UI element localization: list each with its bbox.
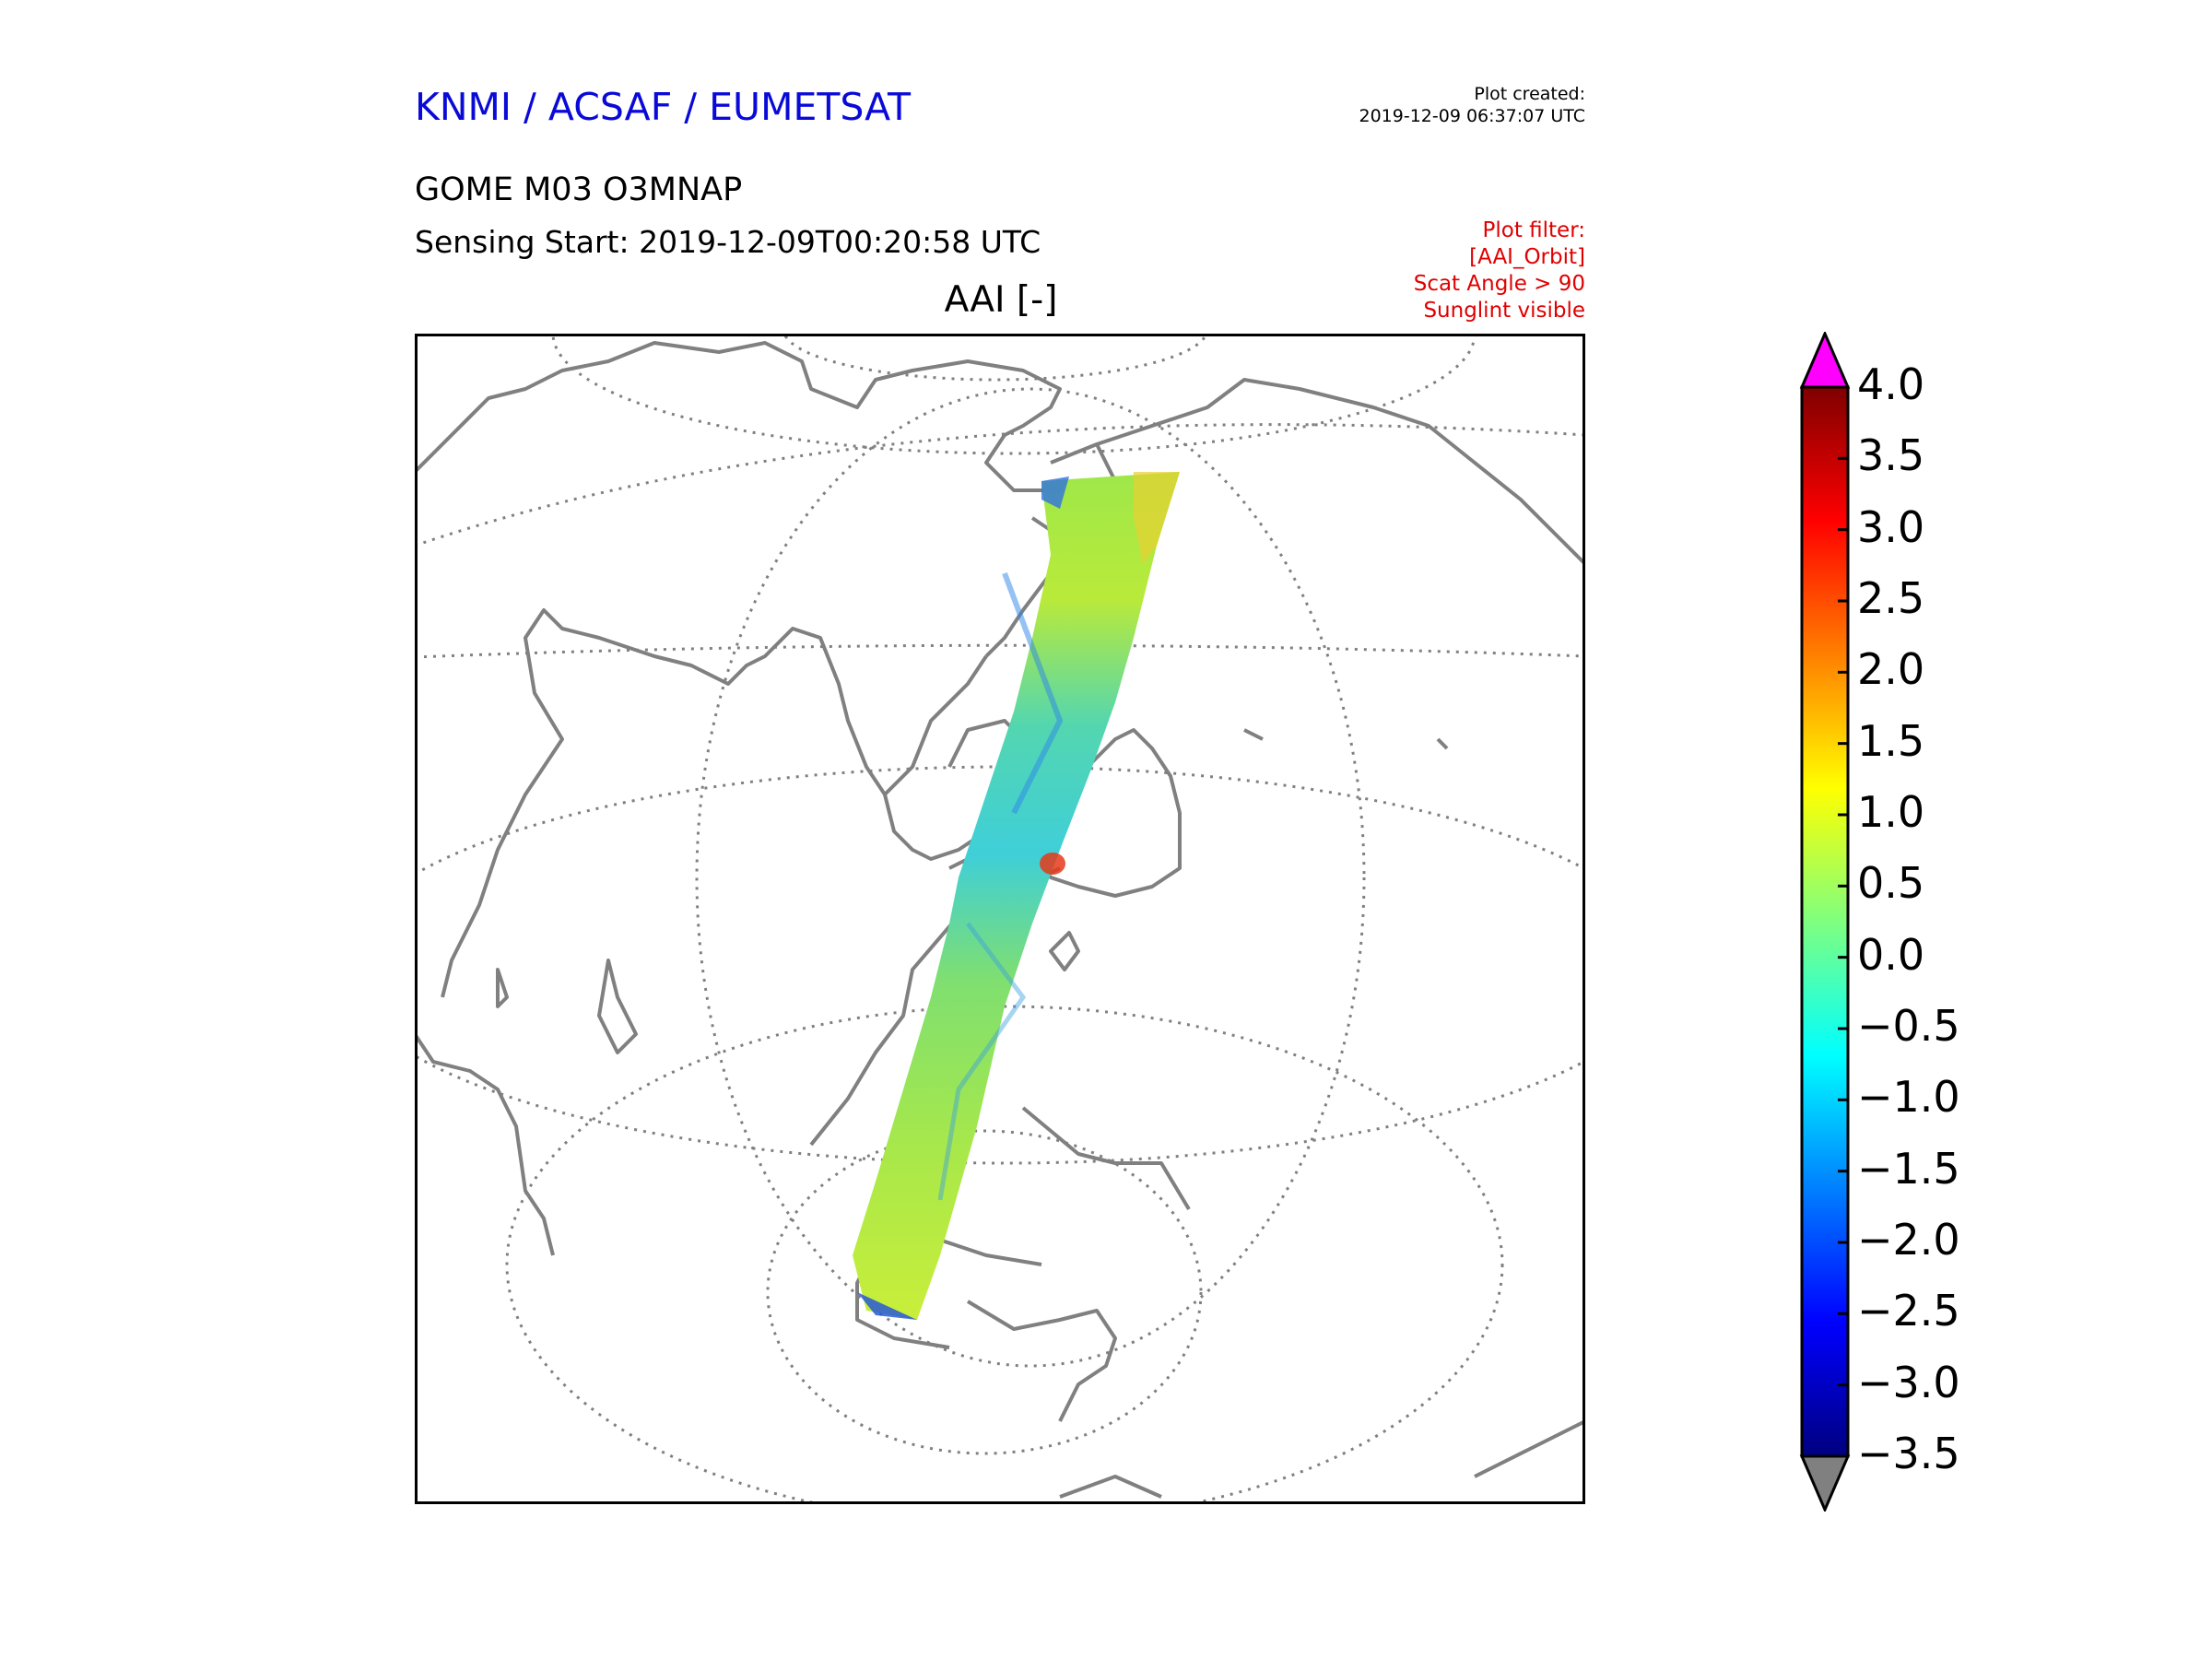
plot-filter-line: Scat Angle > 90 <box>1413 272 1585 296</box>
aai-swath <box>853 472 1180 1320</box>
product-title: GOME M03 O3MNAP <box>415 171 743 208</box>
colorbar-bar <box>1800 385 1850 1458</box>
organization-title: KNMI / ACSAF / EUMETSAT <box>415 85 912 129</box>
plot-created-time: 2019-12-09 06:37:07 UTC <box>1359 106 1586 126</box>
colorbar-tick-label: 2.0 <box>1857 644 1925 695</box>
plot-filter: Plot filter: [AAI_Orbit] Scat Angle > 90… <box>1414 218 1585 324</box>
colorbar-tick-label: −2.0 <box>1857 1215 1960 1265</box>
plot-created: Plot created: 2019-12-09 06:37:07 UTC <box>1359 83 1586 127</box>
colorbar-ticks <box>1838 385 1848 1458</box>
plot-created-label: Plot created: <box>1474 84 1585 104</box>
colorbar-tick-label: 1.5 <box>1857 715 1925 766</box>
colorbar-tick-label: 4.0 <box>1857 359 1925 409</box>
colorbar-tick-label: 0.5 <box>1857 858 1925 909</box>
colorbar-tick-label: −3.0 <box>1857 1357 1960 1407</box>
plot-filter-line: [AAI_Orbit] <box>1469 245 1585 269</box>
colorbar-over-extension <box>1799 332 1851 389</box>
colorbar-tick-label: 2.5 <box>1857 573 1925 623</box>
colorbar-under-extension <box>1799 1454 1851 1512</box>
sensing-start: Sensing Start: 2019-12-09T00:20:58 UTC <box>415 224 1041 260</box>
plot-filter-label: Plot filter: <box>1482 218 1585 242</box>
colorbar-tick-label: −0.5 <box>1857 1001 1960 1051</box>
colorbar-tick-label: 0.0 <box>1857 929 1925 980</box>
map-frame <box>415 334 1585 1504</box>
colorbar-tick-label: −3.5 <box>1857 1429 1960 1478</box>
colorbar <box>1799 332 1851 1512</box>
colorbar-tick-label: 3.5 <box>1857 430 1925 481</box>
colorbar-tick-label: −1.5 <box>1857 1143 1960 1194</box>
map-panel <box>415 334 1585 1504</box>
colorbar-tick-label: −1.0 <box>1857 1072 1960 1123</box>
colorbar-tick-label: 3.0 <box>1857 501 1925 552</box>
colorbar-tick-label: −2.5 <box>1857 1286 1960 1336</box>
coastlines <box>415 341 1585 1499</box>
map-title: AAI [-] <box>944 279 1058 321</box>
plot-filter-line: Sunglint visible <box>1423 299 1585 323</box>
colorbar-tick-label: 1.0 <box>1857 787 1925 837</box>
